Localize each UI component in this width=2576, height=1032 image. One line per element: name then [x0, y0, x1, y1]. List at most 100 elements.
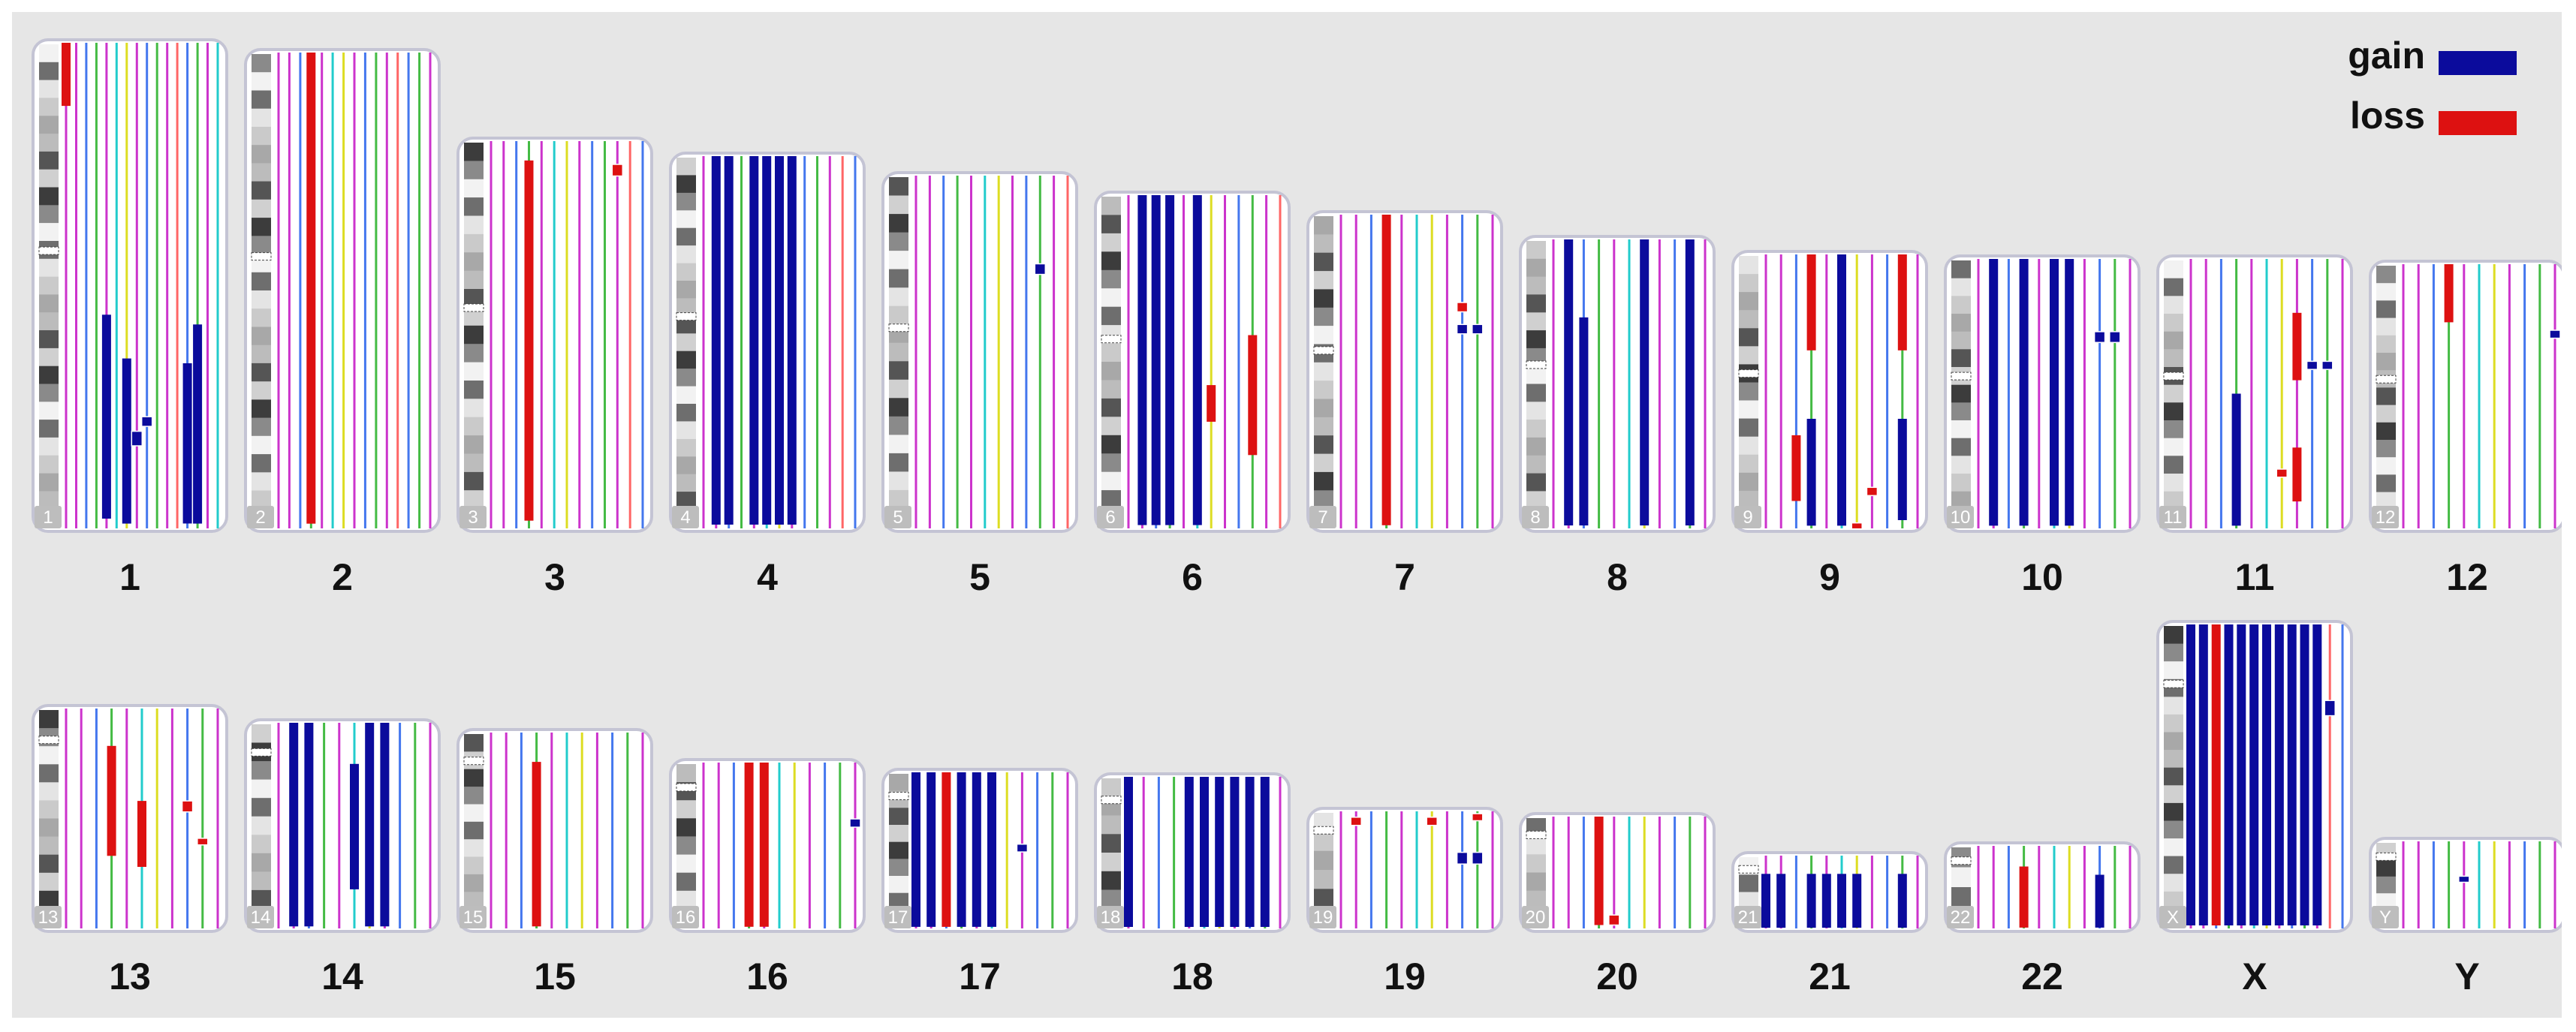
cytoband: [2164, 349, 2183, 368]
cytoband: [1101, 471, 1121, 491]
gain-segment: [1472, 323, 1484, 335]
cytoband: [252, 145, 271, 164]
centromere: [1101, 796, 1122, 805]
cytoband: [39, 80, 59, 98]
cytoband: [1739, 328, 1758, 347]
gain-segment: [2095, 874, 2104, 928]
cytoband: [889, 435, 908, 454]
cytoband: [676, 438, 696, 457]
loss-segment: [62, 43, 71, 107]
cytoband: [676, 404, 696, 422]
cytoband: [252, 798, 271, 817]
gain-segment: [2093, 331, 2106, 344]
cytoband: [1101, 871, 1121, 891]
chromosome-panel: [1944, 254, 2141, 533]
cytoband: [1951, 278, 1971, 296]
gain-segment: [1837, 254, 1846, 526]
gain-segment: [1640, 239, 1650, 526]
cytoband: [2164, 456, 2183, 474]
cnv-segments: [1594, 817, 1620, 926]
chromosome-label: 7: [1394, 556, 1415, 598]
chromosome-panel: [1519, 812, 1716, 933]
chromosome-label: 9: [1819, 556, 1840, 598]
tag-text: 14: [251, 907, 271, 928]
cytoband: [889, 876, 908, 894]
tag-text: 12: [2376, 507, 2396, 528]
gain-segment: [1456, 851, 1469, 865]
cytoband: [39, 473, 59, 492]
cytoband: [676, 227, 696, 246]
tag-box: [1309, 906, 1336, 928]
cytoband: [1314, 832, 1333, 852]
cnv-segments: [1564, 239, 1695, 526]
chromosome-label: 13: [109, 955, 151, 997]
cytoband: [1739, 274, 1758, 293]
gain-segment: [2324, 700, 2336, 717]
cytoband: [1101, 306, 1121, 326]
cytoband: [1951, 331, 1971, 350]
chromosome-tag: 10: [1947, 506, 1974, 528]
cytoband: [1739, 382, 1758, 402]
cytoband: [464, 856, 484, 875]
tag-text: 16: [676, 907, 696, 928]
cytoband: [2164, 384, 2183, 403]
cytoband: [676, 369, 696, 387]
cytoband: [464, 839, 484, 858]
loss-segment: [1897, 254, 1907, 351]
chromosome-panel: [456, 728, 653, 933]
chromosome-10: 10 10: [1944, 254, 2141, 598]
chromosome-14: 14 14: [244, 718, 441, 997]
gain-segment: [365, 723, 375, 927]
gain-segment: [762, 156, 772, 525]
cytoband: [464, 362, 484, 381]
tag-box: [459, 906, 487, 928]
cytoband: [2164, 750, 2183, 769]
chromosome-panel: [1094, 191, 1291, 533]
cytoband: [2376, 440, 2396, 458]
gain-segment: [350, 763, 359, 889]
chromosome-9: 99: [1731, 250, 1928, 598]
cytoband: [1101, 197, 1121, 215]
ideogram: [38, 44, 59, 528]
ideogram: [888, 774, 909, 928]
cytoband: [889, 305, 908, 325]
gain-segment: [1472, 851, 1484, 865]
chromosome-tag: 7: [1309, 506, 1336, 528]
chromosome-label: 6: [1182, 556, 1203, 598]
chromosome-label: 11: [2235, 556, 2275, 598]
chromosome-2: 22: [244, 48, 441, 598]
tag-box: [2159, 506, 2186, 528]
cytoband: [464, 270, 484, 290]
cytoband: [252, 724, 271, 743]
chromosome-label: 18: [1171, 955, 1213, 997]
cytoband: [2164, 767, 2183, 786]
gain-segment: [1184, 777, 1194, 927]
ideogram: [251, 54, 272, 528]
cytoband: [39, 455, 59, 474]
cytoband: [39, 312, 59, 331]
ideogram: [888, 177, 909, 528]
cytoband: [252, 290, 271, 309]
cytoband: [1101, 362, 1121, 381]
cytoband: [464, 787, 484, 805]
centromere: [1738, 369, 1759, 378]
ideogram: [1951, 847, 1972, 928]
cytoband: [676, 764, 696, 783]
centromere: [676, 783, 697, 792]
loss-segment: [1426, 817, 1438, 826]
ideogram: [463, 143, 484, 528]
cytoband: [1314, 870, 1333, 889]
loss-segment: [1608, 914, 1620, 926]
cytoband: [464, 325, 484, 345]
sample-tracks: [490, 733, 644, 928]
cytoband: [1526, 836, 1546, 855]
centromere: [38, 246, 59, 255]
cytoband: [252, 54, 271, 73]
tag-text: 6: [1105, 507, 1115, 528]
sample-tracks: [2402, 841, 2556, 928]
cytoband: [39, 764, 59, 783]
cytoband: [1526, 258, 1546, 278]
cytoband: [2376, 317, 2396, 336]
chromosome-tag: 6: [1097, 506, 1124, 528]
